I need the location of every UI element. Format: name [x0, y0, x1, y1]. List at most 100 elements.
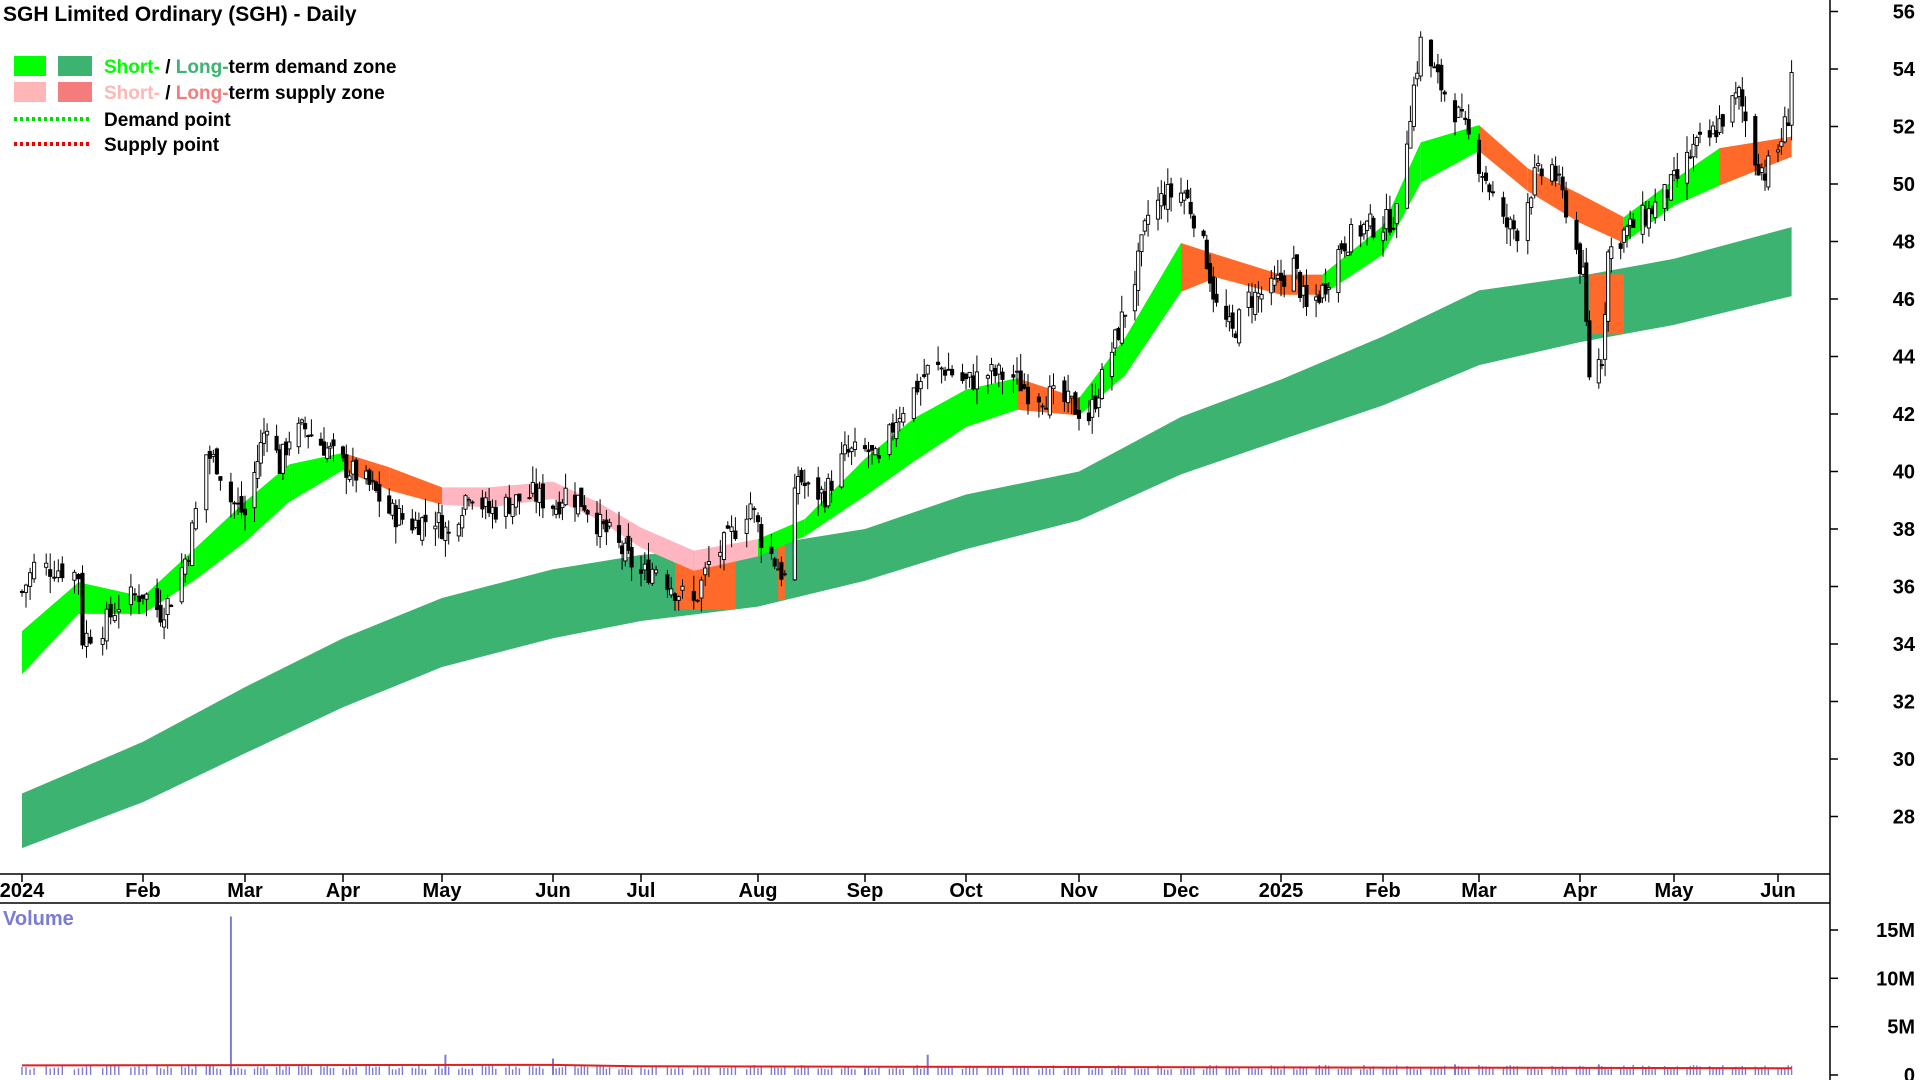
- candle-body: [744, 518, 749, 534]
- legend-swatch-short-0: [14, 56, 46, 76]
- candle: [1142, 218, 1147, 236]
- candle: [1508, 216, 1513, 246]
- candle: [1624, 224, 1630, 248]
- candle: [1139, 234, 1144, 267]
- short-term-zone-segment-30: [1580, 194, 1624, 243]
- candle: [393, 499, 398, 544]
- candle-body: [436, 512, 441, 523]
- candle-body: [364, 470, 369, 480]
- legend-swatch-short-1: [14, 82, 46, 102]
- candle-body: [963, 373, 969, 380]
- candle-body: [483, 497, 488, 507]
- candle: [557, 491, 562, 519]
- candle-body: [190, 522, 195, 567]
- candle-body: [1560, 176, 1565, 191]
- candle-body: [1022, 384, 1027, 389]
- candle-body: [466, 499, 471, 502]
- candle-body: [284, 441, 289, 456]
- candle-body: [1224, 305, 1229, 320]
- candle-body: [331, 439, 336, 447]
- candle: [1178, 177, 1184, 207]
- candle: [48, 553, 53, 594]
- candle-body: [985, 375, 990, 379]
- candle: [296, 417, 301, 454]
- candle: [1456, 105, 1461, 118]
- candle-body: [23, 584, 29, 593]
- candle-body: [204, 454, 209, 511]
- candle-body: [1391, 227, 1396, 230]
- candle: [1040, 403, 1045, 415]
- candle-body: [1717, 118, 1722, 133]
- candle-body: [1756, 164, 1761, 176]
- candle-body: [274, 435, 279, 451]
- candle: [252, 461, 257, 522]
- candle: [826, 473, 831, 509]
- candle: [1480, 171, 1485, 193]
- candle: [576, 494, 581, 518]
- candle: [669, 577, 674, 598]
- candle-body: [1211, 276, 1216, 300]
- candle: [325, 442, 330, 463]
- candle: [963, 372, 969, 390]
- candle: [1182, 190, 1187, 215]
- candle-body: [1142, 220, 1147, 232]
- candle-body: [413, 519, 418, 529]
- candle-body: [306, 435, 311, 438]
- candle: [1730, 95, 1735, 128]
- candle-body: [1365, 220, 1370, 231]
- candle: [1119, 295, 1124, 346]
- candle-body: [158, 604, 163, 623]
- candle: [144, 592, 149, 617]
- candle: [513, 494, 519, 516]
- candle: [1387, 195, 1392, 236]
- candle: [1675, 153, 1680, 188]
- candle-body: [1631, 219, 1636, 228]
- candle: [849, 446, 854, 465]
- candle: [772, 556, 777, 570]
- candle-body: [1511, 220, 1516, 230]
- candle: [84, 620, 89, 658]
- candle-body: [443, 526, 448, 541]
- candle-body: [1358, 225, 1363, 237]
- candle: [796, 466, 801, 505]
- candle-body: [1113, 329, 1118, 349]
- candle: [1207, 254, 1213, 292]
- candle-body: [235, 502, 241, 505]
- candle: [274, 424, 279, 453]
- candle-body: [918, 381, 923, 390]
- candle-body: [296, 422, 301, 448]
- candle-body: [1480, 175, 1485, 178]
- candle: [1631, 213, 1636, 228]
- candle-body: [1342, 243, 1347, 252]
- candle-body: [214, 448, 219, 475]
- candle: [433, 511, 438, 546]
- price-tick-label: 30: [1893, 749, 1915, 771]
- candle: [971, 363, 976, 391]
- candle-body: [996, 364, 1001, 375]
- candle-body: [390, 502, 395, 516]
- candle-body: [1501, 197, 1506, 217]
- candle-body: [370, 479, 375, 482]
- candle-body: [729, 526, 734, 532]
- volume-moving-average: [21, 1063, 1792, 1070]
- candle-body: [560, 502, 565, 509]
- candle: [894, 409, 899, 448]
- candle: [52, 560, 57, 582]
- candle: [1204, 234, 1209, 270]
- candle-body: [579, 487, 584, 507]
- price-tick-label: 56: [1893, 2, 1915, 24]
- candle: [19, 589, 25, 597]
- candle-body: [60, 563, 65, 579]
- candle-body: [112, 615, 117, 622]
- candle: [1146, 200, 1151, 237]
- candle: [242, 495, 248, 531]
- candle: [413, 511, 418, 530]
- candle: [1710, 121, 1716, 135]
- candle-body: [367, 469, 372, 485]
- candle: [540, 474, 545, 519]
- price-tick-label: 44: [1893, 347, 1916, 369]
- candle-body: [76, 574, 81, 580]
- candle: [423, 498, 428, 537]
- candle: [1720, 113, 1725, 134]
- candle-body: [1361, 223, 1366, 235]
